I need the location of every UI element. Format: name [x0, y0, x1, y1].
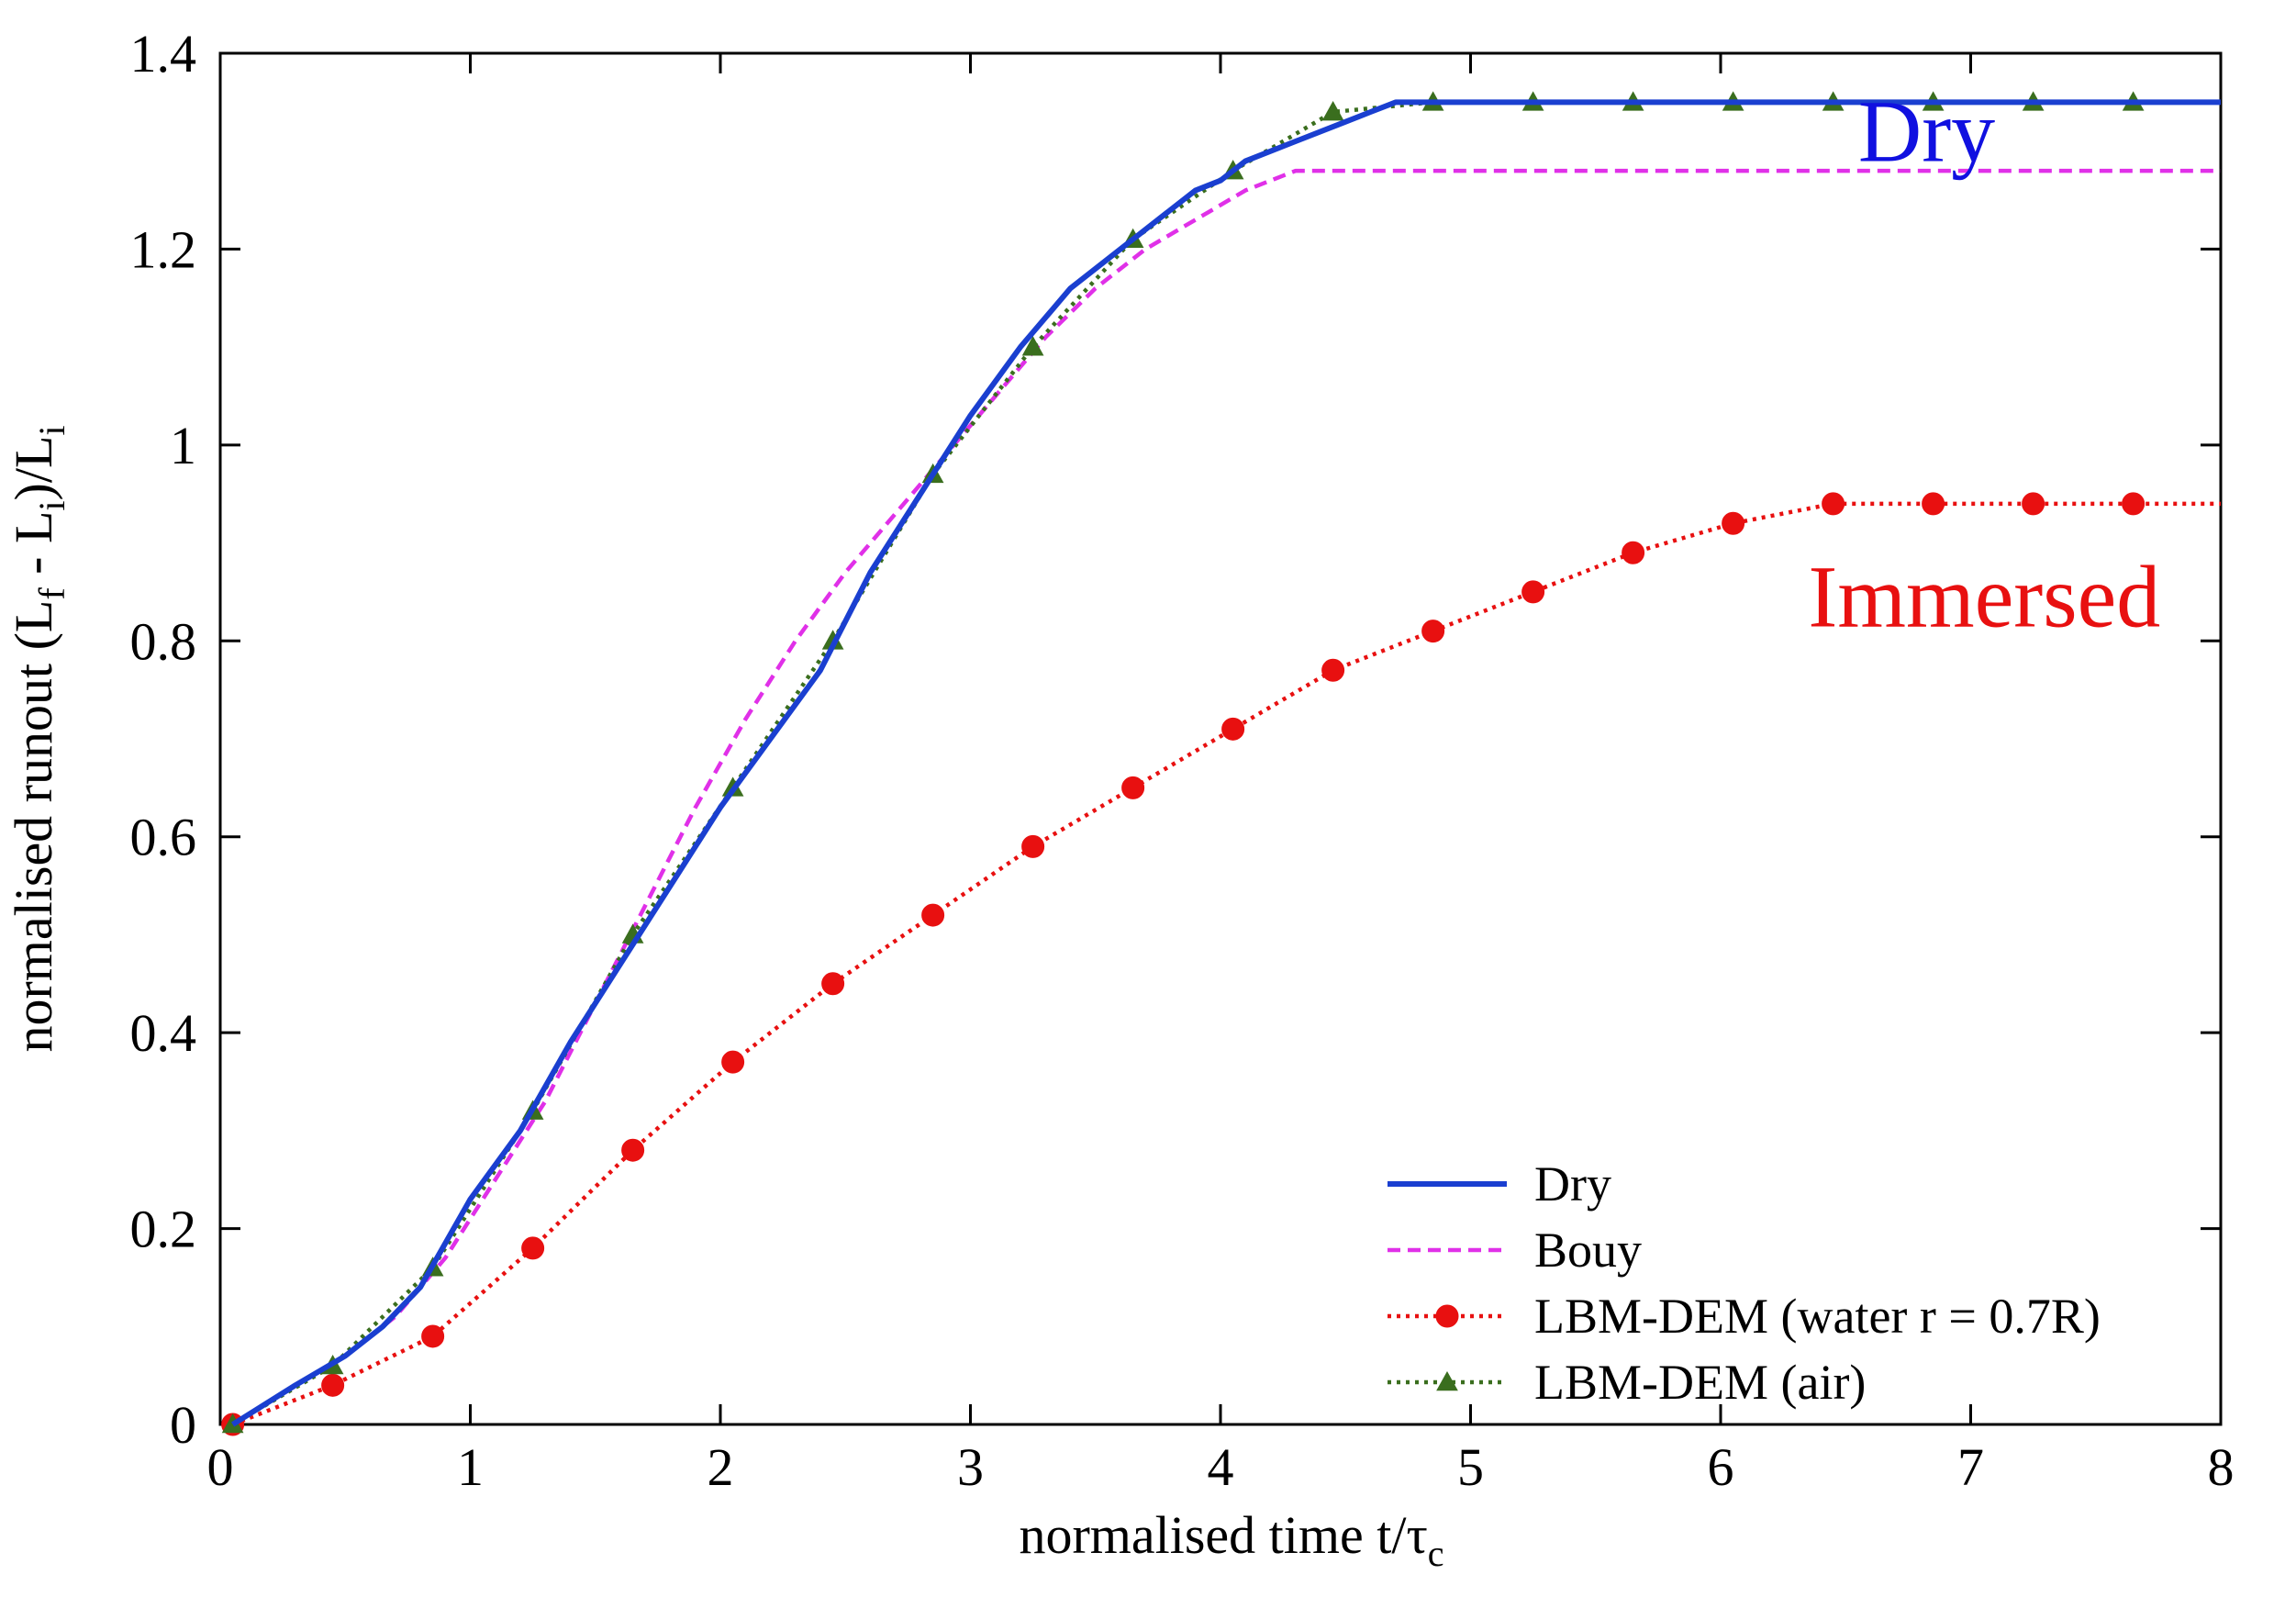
legend-label: LBM-DEM (water r = 0.7R)	[1534, 1289, 2101, 1344]
x-tick-label: 3	[957, 1437, 984, 1497]
x-tick-label: 1	[457, 1437, 484, 1497]
x-tick-label: 5	[1457, 1437, 1484, 1497]
data-point	[521, 1236, 545, 1260]
x-tick-label: 4	[1208, 1437, 1234, 1497]
legend-item: Dry	[1388, 1156, 1611, 1212]
series-lbm-dem-air-	[221, 91, 2221, 1434]
data-point	[1922, 492, 1945, 516]
x-tick-label: 8	[2208, 1437, 2235, 1497]
legend-item: LBM-DEM (water r = 0.7R)	[1388, 1289, 2101, 1344]
data-point	[1622, 541, 1645, 564]
series-lbm-dem-water-r-0-7r-	[221, 492, 2221, 1436]
y-tick-label: 0.6	[130, 808, 197, 867]
legend-item: LBM-DEM (air)	[1388, 1355, 1866, 1410]
y-tick-label: 0.2	[130, 1200, 197, 1259]
data-point	[2022, 492, 2045, 516]
data-point	[1221, 717, 1245, 741]
data-point	[2122, 492, 2146, 516]
x-tick-label: 7	[1957, 1437, 1984, 1497]
legend-label: Dry	[1534, 1156, 1611, 1212]
data-point	[821, 972, 845, 996]
data-point	[621, 1138, 645, 1162]
series-line	[231, 100, 2221, 1426]
annotation-label: Dry	[1858, 82, 1995, 180]
x-tick-label: 0	[207, 1437, 234, 1497]
series-layer	[221, 91, 2221, 1436]
y-axis-ticks: 0 0.2 0.4 0.6 0.8 1 1.2 1.4	[130, 24, 2221, 1455]
legend-label: Bouy	[1534, 1223, 1642, 1278]
legend: Dry Bouy LBM-DEM (water r = 0.7R) LBM-DEM (…	[1388, 1156, 2101, 1410]
data-point	[921, 903, 945, 927]
y-tick-label: 0.4	[130, 1003, 197, 1063]
data-point	[721, 1050, 745, 1074]
y-tick-label: 1	[170, 416, 196, 475]
data-point	[1521, 580, 1545, 604]
legend-label: LBM-DEM (air)	[1534, 1355, 1866, 1410]
x-tick-label: 2	[708, 1437, 734, 1497]
legend-item: Bouy	[1388, 1223, 1642, 1278]
y-tick-label: 0	[170, 1395, 196, 1455]
y-tick-label: 0.8	[130, 611, 197, 671]
series-line	[231, 501, 2221, 1427]
y-axis-title: normalised runout (Lf - Li)/Li	[4, 425, 72, 1052]
data-point	[1321, 100, 1344, 121]
x-tick-label: 6	[1708, 1437, 1734, 1497]
data-point	[1722, 511, 1745, 535]
series-line	[231, 168, 2221, 1426]
data-point	[321, 1373, 345, 1397]
data-point	[421, 1324, 445, 1348]
data-point	[1822, 492, 1845, 516]
legend-marker	[1435, 1304, 1459, 1328]
series-line	[231, 99, 2221, 1427]
data-point	[1421, 620, 1445, 643]
series-dry	[231, 99, 2221, 1427]
series-bouy	[231, 168, 2221, 1426]
data-point	[1021, 336, 1044, 356]
plot-frame	[218, 51, 2223, 1426]
legend-marker	[1436, 1370, 1458, 1391]
y-tick-label: 1.2	[130, 219, 197, 279]
y-tick-label: 1.4	[130, 24, 197, 84]
data-point	[1321, 658, 1345, 682]
data-point	[1121, 776, 1145, 799]
data-point	[1021, 834, 1045, 858]
x-axis-ticks: 0 1 2 3 4 5 6 7 8	[207, 53, 2235, 1497]
annotations: Dry Immersed	[1808, 82, 2160, 645]
x-axis-title: normalised time t/τc	[1019, 1505, 1443, 1574]
annotation-label: Immersed	[1808, 547, 2160, 645]
